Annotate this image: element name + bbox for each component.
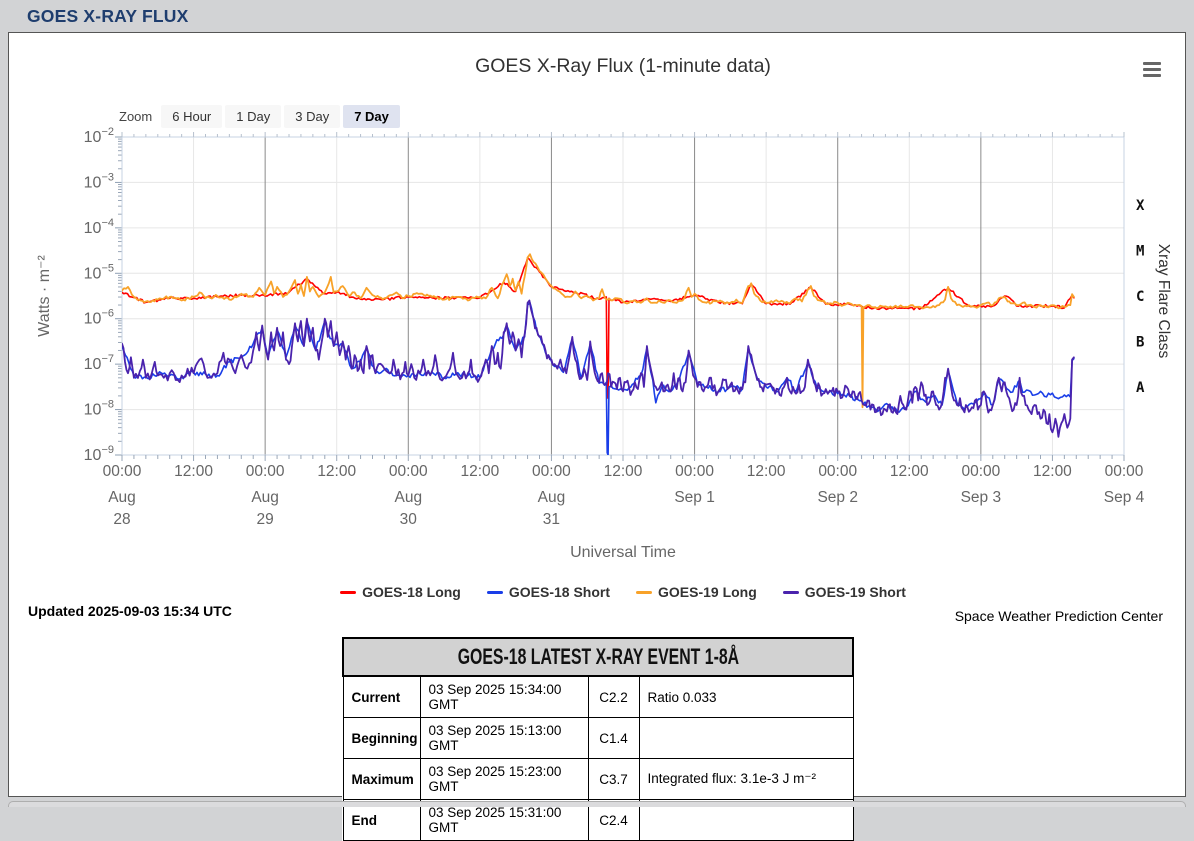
legend-swatch: [486, 590, 503, 594]
zoom-label: Zoom: [119, 109, 153, 124]
zoom-controls: Zoom 6 Hour 1 Day 3 Day 7 Day: [119, 105, 403, 128]
event-row-beginning: Beginning 03 Sep 2025 15:13:00 GMT C1.4: [342, 717, 854, 759]
x-tick-time: 12:00: [317, 463, 356, 480]
flare-class-c: C: [1136, 289, 1144, 305]
x-tick-time: 00:00: [246, 463, 285, 480]
x-tick-day: Sep 4: [1104, 489, 1145, 506]
updated-timestamp: Updated 2025-09-03 15:34 UTC: [28, 603, 232, 619]
y-tick-label: 10−4: [84, 217, 114, 237]
event-row-maximum: Maximum 03 Sep 2025 15:23:00 GMT C3.7 Integ…: [342, 758, 854, 800]
event-cell-cls: C1.4: [587, 717, 640, 759]
chart-panel: GOES X-Ray Flux (1-minute data) Zoom 6 H…: [8, 32, 1187, 841]
event-cell-lbl: Maximum: [342, 758, 421, 800]
x-tick-day: 31: [543, 511, 560, 528]
x-tick-time: 12:00: [747, 463, 786, 480]
legend-swatch: [636, 590, 652, 594]
flare-class-b: B: [1136, 334, 1144, 350]
chart-context-menu-button[interactable]: [1143, 62, 1163, 79]
y-tick-label: 10−5: [84, 262, 114, 282]
legend-item-goes-19-long[interactable]: GOES-19 Long: [636, 584, 757, 600]
y-axis-title: Watts · m⁻²: [36, 255, 53, 337]
y-tick-label: 10−7: [84, 353, 114, 373]
x-tick-time: 00:00: [532, 463, 571, 480]
event-cell-lbl: Beginning: [342, 717, 421, 759]
x-tick-day: 29: [257, 511, 274, 528]
series-goes-19-short: [122, 299, 1075, 438]
x-tick-day: Aug: [251, 489, 279, 506]
xray-flux-chart[interactable]: 10−210−310−410−510−610−710−810−900:00Aug…: [9, 33, 1187, 578]
legend-label: GOES-18 Long: [362, 584, 461, 600]
legend-swatch: [782, 590, 799, 594]
x-tick-time: 12:00: [460, 463, 499, 480]
flare-class-m: M: [1136, 244, 1144, 260]
x-tick-time: 00:00: [675, 463, 714, 480]
x-tick-time: 00:00: [818, 463, 857, 480]
event-cell-ext: Integrated flux: 3.1e-3 J m⁻²: [638, 758, 854, 800]
x-tick-day: 30: [400, 511, 418, 528]
zoom-button-3-day[interactable]: 3 Day: [284, 105, 341, 128]
event-cell-tm: 03 Sep 2025 15:34:00 GMT: [419, 675, 589, 718]
event-table-header: GOES-18 LATEST X-RAY EVENT 1-8Å: [342, 637, 854, 677]
x-tick-time: 00:00: [961, 463, 1000, 480]
x-tick-day: Aug: [538, 489, 566, 506]
next-section-edge: [8, 801, 1186, 807]
event-cell-ext: Ratio 0.033: [638, 675, 854, 718]
x-tick-day: Sep 1: [674, 489, 715, 506]
legend-label: GOES-19 Long: [658, 584, 757, 600]
zoom-buttons: 6 Hour 1 Day 3 Day 7 Day: [161, 105, 403, 128]
event-row-current: Current 03 Sep 2025 15:34:00 GMT C2.2 Ratio…: [342, 675, 854, 718]
flare-class-a: A: [1136, 380, 1145, 396]
page-title: GOES X-RAY FLUX: [27, 6, 189, 26]
x-tick-day: Sep 2: [817, 489, 858, 506]
chart-legend: GOES-18 Long GOES-18 Short GOES-19 Long GOE…: [122, 584, 1124, 600]
legend-item-goes-18-long[interactable]: GOES-18 Long: [340, 584, 461, 600]
x-tick-time: 12:00: [890, 463, 929, 480]
event-cell-tm: 03 Sep 2025 15:23:00 GMT: [419, 758, 589, 800]
legend-item-goes-18-short[interactable]: GOES-18 Short: [486, 584, 610, 600]
x-tick-time: 12:00: [174, 463, 213, 480]
zoom-button-7-day[interactable]: 7 Day: [343, 105, 400, 128]
x-tick-time: 12:00: [604, 463, 643, 480]
event-cell-ext: [638, 717, 854, 759]
x-tick-time: 00:00: [103, 463, 142, 480]
x-axis-title: Universal Time: [570, 544, 676, 561]
hamburger-icon: [1143, 62, 1161, 65]
zoom-button-1-day[interactable]: 1 Day: [225, 105, 282, 128]
flare-class-x: X: [1136, 198, 1145, 214]
y-tick-label: 10−8: [84, 399, 114, 419]
legend-label: GOES-18 Short: [508, 584, 610, 600]
event-cell-cls: C3.7: [587, 758, 640, 800]
series-goes-19-long: [122, 253, 1075, 409]
series-goes-18-long: [122, 257, 1075, 399]
x-tick-time: 00:00: [1105, 463, 1144, 480]
event-cell-cls: C2.2: [587, 675, 640, 718]
right-axis-title: Xray Flare Class: [1155, 244, 1172, 359]
zoom-button-6-hour[interactable]: 6 Hour: [161, 105, 223, 128]
y-tick-label: 10−2: [84, 126, 114, 146]
event-cell-tm: 03 Sep 2025 15:13:00 GMT: [419, 717, 589, 759]
legend-swatch: [340, 590, 357, 594]
x-tick-day: Sep 3: [961, 489, 1002, 506]
swpc-credit: Space Weather Prediction Center: [954, 608, 1163, 624]
y-tick-label: 10−6: [84, 308, 114, 328]
legend-label: GOES-19 Short: [804, 584, 906, 600]
event-table-title: GOES-18 LATEST X-RAY EVENT 1-8Å: [457, 644, 739, 669]
x-tick-time: 00:00: [389, 463, 428, 480]
x-tick-day: Aug: [108, 489, 136, 506]
y-tick-label: 10−3: [84, 171, 114, 191]
y-tick-label: 10−9: [84, 444, 114, 464]
x-tick-time: 12:00: [1033, 463, 1072, 480]
xray-event-table: GOES-18 LATEST X-RAY EVENT 1-8Å Current 0…: [342, 637, 854, 841]
event-cell-lbl: Current: [342, 675, 421, 718]
legend-item-goes-19-short[interactable]: GOES-19 Short: [782, 584, 906, 600]
chart-title: GOES X-Ray Flux (1-minute data): [475, 55, 771, 77]
x-tick-day: Aug: [394, 489, 422, 506]
x-tick-day: 28: [113, 511, 130, 528]
